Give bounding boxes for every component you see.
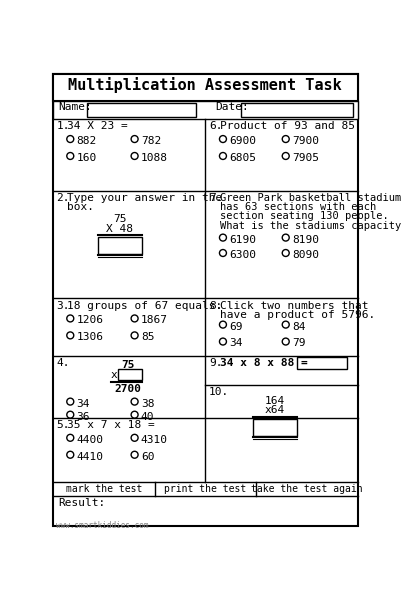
Text: 2.: 2.	[56, 193, 70, 203]
Text: Date:: Date:	[215, 102, 249, 112]
Bar	[241, 103, 353, 116]
Text: What is the stadiums capacity?: What is the stadiums capacity?	[220, 220, 401, 230]
Text: 7.: 7.	[209, 193, 223, 203]
Text: 164: 164	[265, 396, 285, 406]
Text: 1.: 1.	[56, 121, 70, 131]
Text: has 63 sections with each: has 63 sections with each	[220, 202, 376, 212]
Text: 7900: 7900	[292, 136, 319, 146]
Text: 34 x 8 x 88 =: 34 x 8 x 88 =	[220, 359, 308, 368]
Text: 882: 882	[77, 136, 97, 146]
Bar	[297, 357, 347, 369]
Text: 2700: 2700	[114, 384, 141, 394]
Text: 7905: 7905	[292, 153, 319, 163]
Text: take the test again: take the test again	[251, 484, 363, 494]
Text: x: x	[111, 370, 117, 380]
Text: 160: 160	[77, 153, 97, 163]
Text: Product of 93 and 85: Product of 93 and 85	[220, 121, 355, 131]
Text: 35 x 7 x 18 =: 35 x 7 x 18 =	[67, 420, 155, 430]
Text: 34: 34	[229, 339, 243, 349]
Bar	[118, 369, 142, 380]
Text: 8190: 8190	[292, 235, 319, 245]
Text: 84: 84	[292, 321, 306, 331]
Text: 60: 60	[141, 451, 154, 462]
Text: 6805: 6805	[229, 153, 256, 163]
Text: Click two numbers that: Click two numbers that	[220, 301, 369, 311]
Text: x64: x64	[265, 406, 285, 415]
Text: 85: 85	[141, 332, 154, 342]
Text: 3.: 3.	[56, 301, 70, 311]
Text: Green Park basketball stadium: Green Park basketball stadium	[220, 193, 401, 203]
Text: 18 groups of 67 equals:: 18 groups of 67 equals:	[67, 301, 223, 311]
Text: www.smartkiddies.com: www.smartkiddies.com	[56, 521, 149, 530]
Bar	[87, 103, 196, 116]
Text: 6190: 6190	[229, 235, 256, 245]
Text: 4310: 4310	[141, 435, 168, 445]
Text: 10.: 10.	[209, 387, 229, 397]
Text: 782: 782	[141, 136, 161, 146]
Text: 75: 75	[113, 214, 127, 224]
Text: 4410: 4410	[77, 451, 103, 462]
Text: Multiplication Assessment Task: Multiplication Assessment Task	[68, 77, 342, 93]
Text: 1206: 1206	[77, 315, 103, 326]
Text: Result:: Result:	[58, 498, 105, 508]
Text: box.: box.	[67, 202, 94, 212]
Text: 1088: 1088	[141, 153, 168, 163]
Text: print the test: print the test	[164, 484, 247, 494]
Bar	[98, 237, 142, 254]
Text: 6300: 6300	[229, 250, 256, 260]
Text: 79: 79	[292, 339, 306, 349]
Text: 1306: 1306	[77, 332, 103, 342]
Text: 8090: 8090	[292, 250, 319, 260]
Text: 36: 36	[77, 412, 90, 422]
Text: 4.: 4.	[56, 359, 70, 368]
Text: 38: 38	[141, 399, 154, 409]
Text: X 48: X 48	[106, 224, 134, 234]
Text: 69: 69	[229, 321, 243, 331]
Text: 75: 75	[121, 360, 134, 370]
Text: 8.: 8.	[209, 301, 223, 311]
Text: 9.: 9.	[209, 359, 223, 368]
Text: Type your answer in the: Type your answer in the	[67, 193, 223, 203]
Text: 34 X 23 =: 34 X 23 =	[67, 121, 128, 131]
Bar	[53, 74, 358, 100]
Text: 34: 34	[77, 399, 90, 409]
Text: mark the test: mark the test	[66, 484, 142, 494]
Text: 1867: 1867	[141, 315, 168, 326]
Text: Name:: Name:	[58, 102, 91, 112]
Text: section seating 130 people.: section seating 130 people.	[220, 211, 389, 222]
Text: 6.: 6.	[209, 121, 223, 131]
Text: 6900: 6900	[229, 136, 256, 146]
Text: have a product of 5796.: have a product of 5796.	[220, 310, 375, 320]
Text: 4400: 4400	[77, 435, 103, 445]
Bar	[253, 419, 297, 436]
Text: 5.: 5.	[56, 420, 70, 430]
Bar	[53, 100, 358, 119]
Text: 40: 40	[141, 412, 154, 422]
